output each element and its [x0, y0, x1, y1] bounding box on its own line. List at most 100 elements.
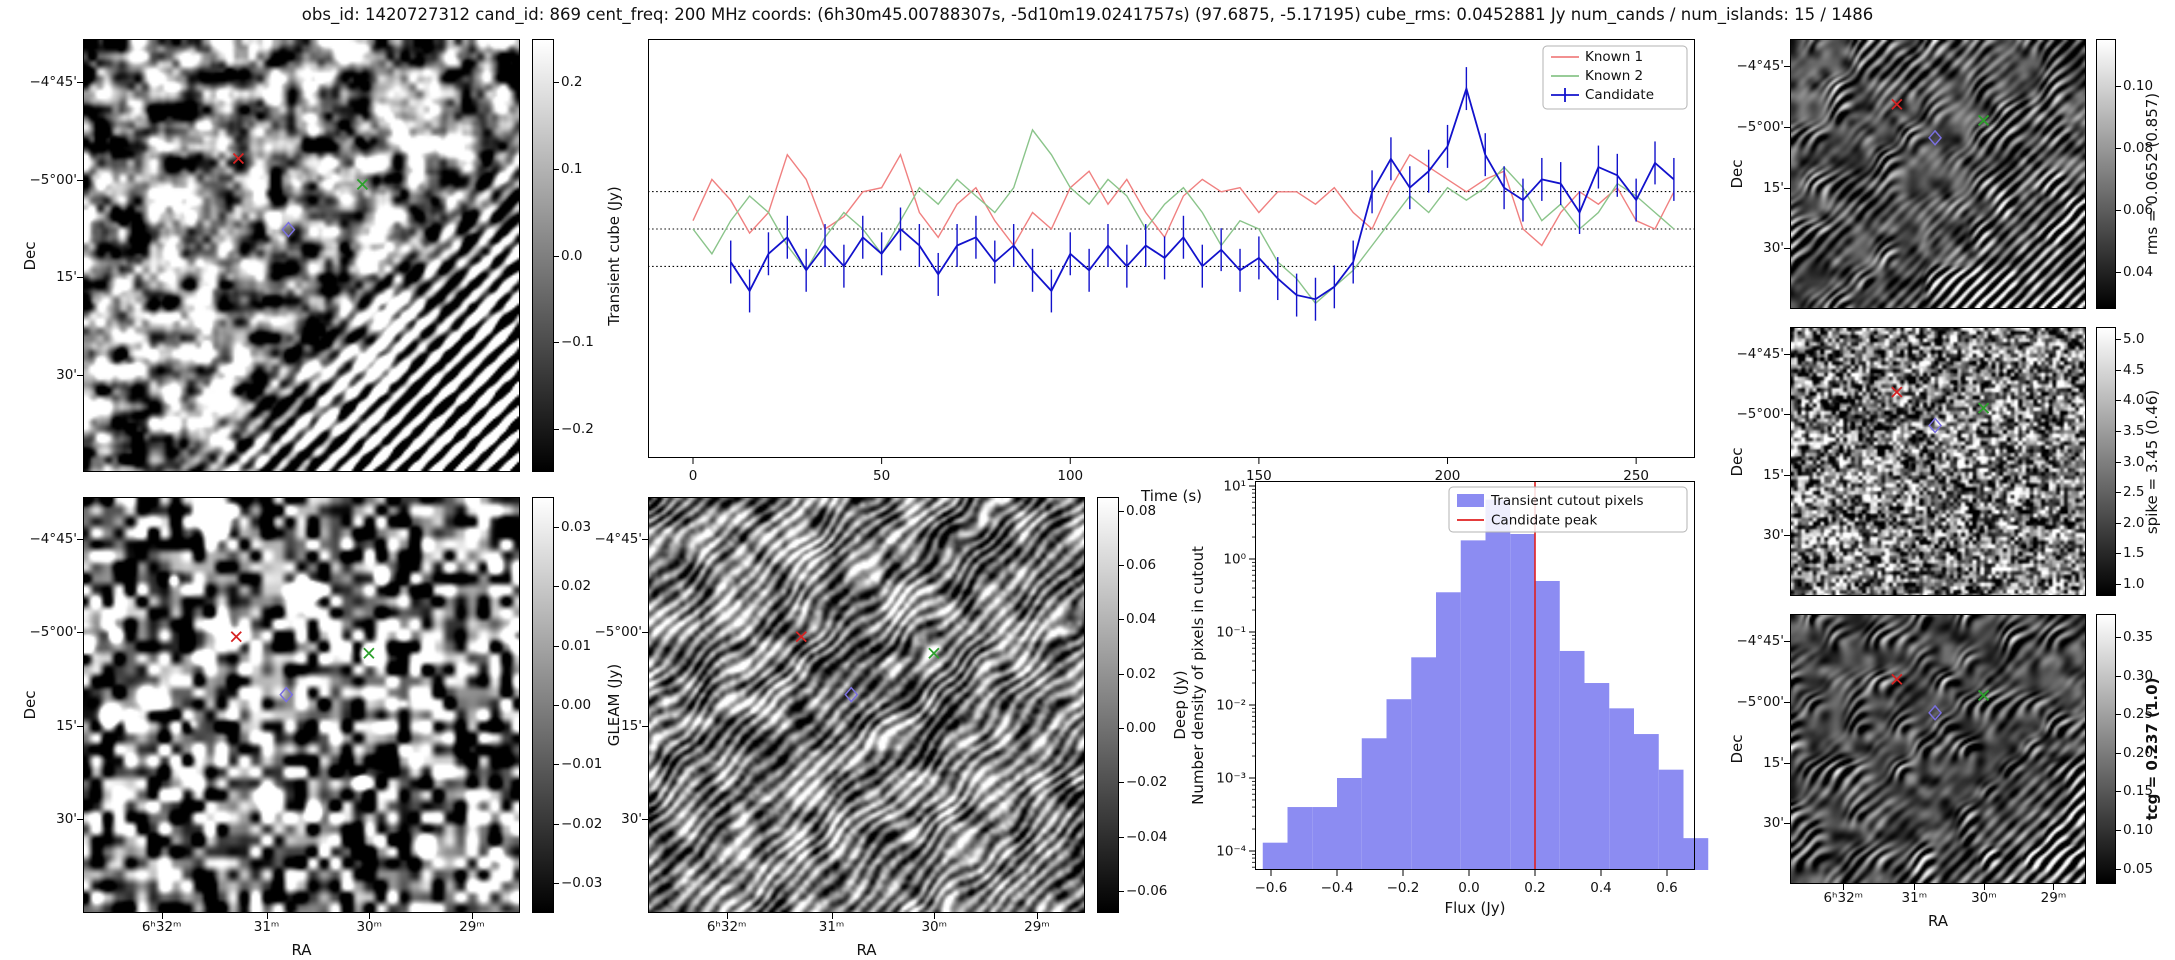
colorbar-tick-mark: [1119, 836, 1124, 838]
deep-colorbar: [1097, 497, 1119, 913]
gleam-colorbar: [532, 497, 554, 913]
colorbar-tick-mark: [554, 586, 559, 588]
colorbar-tick-mark: [2116, 369, 2121, 371]
dec-tick-mark: [1784, 66, 1790, 67]
dec-axis-label: Dec: [1728, 159, 1746, 189]
dec-tick-label: −4°45': [29, 74, 77, 91]
colorbar-tick-label: 0.08: [1126, 502, 1157, 519]
histogram-bar: [1683, 838, 1709, 870]
dec-tick-mark: [642, 632, 648, 634]
colorbar-tick-mark: [2116, 339, 2121, 341]
tcg-colorbar-label: tcg = 0.237 (1.0): [2143, 677, 2161, 821]
ra-tick-mark: [1843, 884, 1845, 890]
deep-colorbar-label: Deep (Jy): [1171, 670, 1189, 740]
flux-tick-label: −0.2: [1387, 880, 1420, 896]
dec-tick-mark: [1784, 535, 1790, 537]
dec-tick-mark: [77, 725, 83, 727]
colorbar-tick-label: 2.5: [2123, 484, 2145, 501]
colorbar-tick-label: 0.02: [1126, 665, 1157, 682]
spike-cutout-image: [1791, 328, 2085, 595]
dec-tick-mark: [77, 632, 83, 634]
green-x-marker: [1977, 114, 1990, 126]
colorbar-tick-label: 0.02: [561, 578, 592, 595]
colorbar-tick-label: 0.00: [1126, 720, 1157, 737]
dec-tick-label: −4°45': [1736, 58, 1784, 74]
dec-tick-label: 30': [621, 811, 642, 828]
colorbar-tick-mark: [2116, 830, 2121, 831]
colorbar-tick-label: −0.1: [561, 334, 594, 351]
dec-tick-label: 15': [1763, 754, 1784, 771]
panel-gleam: [83, 497, 520, 913]
dec-axis-label: Dec: [21, 240, 39, 271]
colorbar-tick-mark: [2116, 714, 2121, 716]
colorbar-tick-mark: [1119, 728, 1124, 730]
colorbar-tick-mark: [1119, 782, 1124, 784]
colorbar-tick-mark: [2116, 522, 2121, 524]
colorbar-tick-label: 0.03: [561, 518, 592, 535]
colorbar-tick-mark: [554, 342, 559, 344]
colorbar-tick-label: 0.0: [561, 247, 583, 264]
colorbar-tick-label: 2.0: [2123, 514, 2145, 531]
series-line-candidate: [729, 85, 1675, 301]
dec-tick-mark: [1784, 353, 1790, 355]
histogram-bar: [1634, 734, 1659, 870]
ra-tick-mark: [831, 913, 833, 919]
colorbar-tick-label: 0.06: [1126, 556, 1157, 573]
colorbar-tick-label: 0.1: [561, 160, 583, 177]
colorbar-tick-mark: [2116, 637, 2121, 639]
ra-axis-label: RA: [1927, 912, 1949, 930]
dec-tick-mark: [1784, 187, 1790, 189]
colorbar-tick-label: 0.15: [2123, 783, 2154, 800]
dec-tick-mark: [1784, 641, 1790, 642]
colorbar-tick-label: 0.00: [561, 697, 592, 713]
dec-tick-label: −4°45': [1736, 633, 1784, 649]
colorbar-tick-mark: [1119, 673, 1124, 675]
green-x-marker: [356, 178, 369, 190]
spike-colorbar-label: spike = 3.45 (0.46): [2143, 389, 2161, 534]
green-x-marker: [363, 647, 375, 659]
time-tick-label: 250: [1623, 468, 1649, 484]
dec-tick-mark: [1784, 823, 1790, 825]
dec-tick-mark: [642, 819, 648, 821]
panel-spike: [1790, 327, 2086, 596]
dec-tick-mark: [1784, 126, 1790, 128]
dec-tick-mark: [77, 374, 83, 376]
colorbar-tick-label: −0.02: [1126, 774, 1168, 791]
lightcurve-plot: 0 50 100 150 200 250 Time (s) Known 1 Known 2 Can…: [648, 39, 1695, 505]
transient-markers: [232, 152, 369, 238]
legend-label: Transient cutout pixels: [1490, 493, 1644, 509]
lightcurve-legend-box: [1542, 45, 1688, 110]
colorbar-tick-label: 0.25: [2123, 706, 2154, 723]
legend-patch-sample: [1457, 494, 1484, 507]
density-tick-label: 10⁻³: [1216, 771, 1246, 787]
plot-border: [1255, 481, 1695, 870]
histogram-bar: [1584, 683, 1610, 870]
colorbar-tick-label: 0.04: [2123, 263, 2154, 280]
dec-axis-label: Dec: [21, 690, 39, 720]
colorbar-tick-mark: [2116, 271, 2121, 273]
series-line-known-2: [692, 128, 1675, 305]
tcg-colorbar: [2096, 614, 2116, 884]
dec-tick-mark: [642, 725, 648, 727]
ra-tick-mark: [369, 913, 371, 919]
histogram-bar: [1460, 540, 1486, 870]
colorbar-tick-label: 4.5: [2123, 361, 2145, 378]
dec-tick-label: 15': [621, 717, 642, 734]
ra-tick-label: 6ʰ32ᵐ: [706, 919, 747, 935]
tcg-markers: [1891, 673, 1990, 721]
dec-tick-mark: [1784, 474, 1790, 476]
colorbar-tick-mark: [1119, 619, 1124, 621]
dec-tick-label: 15': [56, 269, 77, 286]
colorbar-tick-label: 3.0: [2123, 453, 2145, 470]
legend-label: Known 2: [1585, 68, 1643, 84]
colorbar-tick-label: 0.10: [2123, 77, 2154, 94]
colorbar-tick-mark: [554, 764, 559, 766]
colorbar-tick-mark: [2116, 752, 2121, 754]
ra-axis-label: RA: [856, 941, 877, 959]
histogram-bar: [1609, 708, 1634, 870]
colorbar-tick-mark: [554, 255, 559, 257]
ra-tick-label: 29ᵐ: [1024, 919, 1050, 935]
colorbar-tick-mark: [2116, 868, 2121, 870]
dec-tick-label: 15': [1763, 179, 1784, 196]
